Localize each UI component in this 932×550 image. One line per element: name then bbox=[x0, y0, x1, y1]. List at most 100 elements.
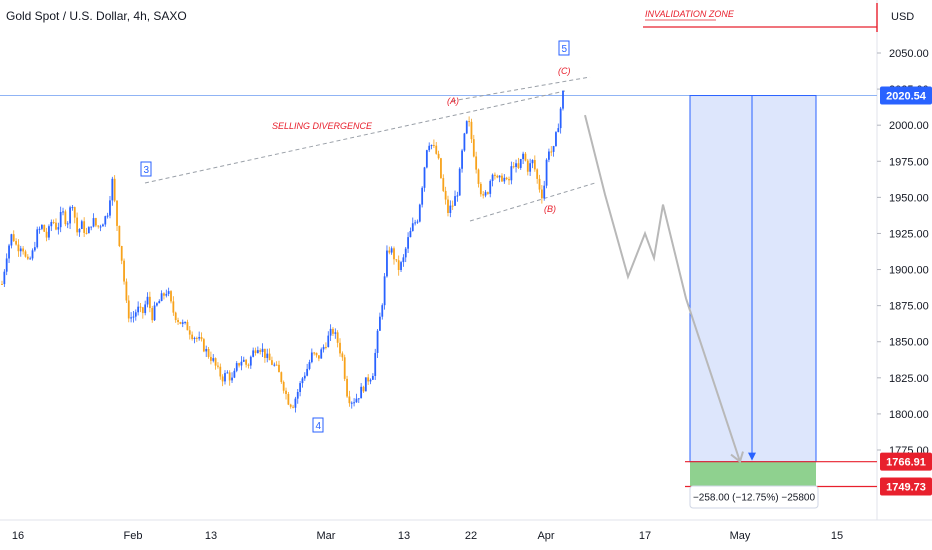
time-tick-label: Apr bbox=[537, 530, 554, 542]
candle-body bbox=[357, 398, 360, 400]
candle-body bbox=[259, 350, 262, 352]
candle-body bbox=[29, 258, 32, 260]
candle-body bbox=[517, 163, 520, 168]
wave-3-box bbox=[140, 161, 152, 177]
wave-4-label: 4 bbox=[316, 421, 322, 432]
candle-body bbox=[482, 194, 485, 196]
candle-body bbox=[423, 167, 426, 188]
candle-body bbox=[346, 378, 348, 397]
candle-body bbox=[461, 150, 463, 169]
candle-body bbox=[249, 356, 252, 366]
candle-body bbox=[548, 151, 550, 160]
candle-body bbox=[15, 241, 17, 245]
candle-body bbox=[57, 227, 60, 230]
candle-body bbox=[231, 377, 233, 381]
candle-body bbox=[348, 396, 351, 404]
price-axis[interactable]: 2050.002025.002000.001975.001950.001925.… bbox=[877, 48, 929, 457]
candle-body bbox=[486, 192, 489, 194]
candle-body bbox=[334, 332, 337, 334]
candle-body bbox=[519, 159, 522, 168]
candle-body bbox=[425, 150, 428, 168]
channel-upper-line[interactable] bbox=[451, 76, 591, 102]
target-2-price-tag: 1749.73 bbox=[880, 477, 932, 496]
candle-body bbox=[137, 306, 140, 313]
candle-body bbox=[22, 248, 25, 252]
candle-body bbox=[90, 226, 93, 228]
candle-body bbox=[97, 225, 100, 227]
candle-body bbox=[94, 218, 97, 226]
candle-body bbox=[379, 316, 381, 331]
candle-body bbox=[252, 350, 255, 357]
candle-body bbox=[409, 230, 412, 238]
candle-body bbox=[524, 153, 527, 161]
time-tick-label: May bbox=[730, 530, 751, 542]
candle-body bbox=[428, 145, 431, 151]
candle-body bbox=[332, 328, 334, 334]
candle-body bbox=[271, 360, 273, 365]
candle-body bbox=[125, 281, 128, 301]
candle-body bbox=[167, 291, 170, 294]
candle-body bbox=[3, 271, 6, 285]
candle-body bbox=[376, 330, 379, 353]
candle-body bbox=[418, 204, 421, 222]
candle-body bbox=[287, 393, 290, 405]
candle-body bbox=[531, 160, 534, 164]
candle-body bbox=[217, 365, 219, 367]
candle-body bbox=[350, 402, 353, 404]
candle-body bbox=[181, 322, 184, 324]
candle-body bbox=[45, 231, 48, 238]
candle-body bbox=[64, 211, 67, 225]
channel-lower-line[interactable] bbox=[469, 182, 596, 222]
candle-body bbox=[256, 350, 259, 354]
price-tick-label: 1925.00 bbox=[889, 228, 929, 240]
candle-body bbox=[310, 352, 313, 363]
candle-body bbox=[247, 364, 250, 366]
candle-body bbox=[113, 178, 116, 201]
candle-body bbox=[207, 349, 210, 357]
candle-body bbox=[320, 349, 323, 359]
candle-body bbox=[245, 359, 248, 365]
candle-body bbox=[210, 356, 212, 361]
candle-body bbox=[447, 199, 449, 213]
candle-body bbox=[353, 402, 355, 404]
target-zone-box[interactable] bbox=[690, 461, 816, 487]
candle-body bbox=[71, 207, 74, 209]
candle-body bbox=[388, 250, 391, 253]
wave-b-label: (B) bbox=[544, 204, 556, 214]
projection-path[interactable] bbox=[584, 114, 741, 462]
candle-body bbox=[38, 228, 41, 230]
candle-body bbox=[41, 224, 43, 229]
candle-body bbox=[456, 195, 459, 197]
candle-body bbox=[242, 359, 245, 362]
candle-body bbox=[111, 178, 114, 201]
candlestick-series[interactable] bbox=[1, 90, 564, 413]
price-tick-label: 1900.00 bbox=[889, 265, 929, 277]
candle-body bbox=[289, 404, 292, 407]
time-tick-label: 13 bbox=[205, 530, 217, 542]
candle-body bbox=[235, 363, 238, 371]
candle-body bbox=[153, 305, 156, 321]
candle-body bbox=[315, 352, 318, 356]
candle-body bbox=[411, 223, 414, 231]
candle-body bbox=[275, 364, 278, 366]
candle-body bbox=[449, 205, 452, 213]
candle-body bbox=[238, 363, 240, 366]
candle-body bbox=[268, 353, 271, 361]
candle-body bbox=[313, 352, 316, 354]
candle-body bbox=[317, 355, 320, 359]
candle-body bbox=[470, 121, 473, 140]
candle-body bbox=[400, 262, 402, 270]
candle-body bbox=[374, 352, 377, 376]
selling-divergence-label: SELLING DIVERGENCE bbox=[272, 121, 373, 131]
measure-box[interactable] bbox=[689, 95, 817, 463]
candle-body bbox=[550, 151, 553, 153]
candle-body bbox=[33, 247, 36, 251]
candle-body bbox=[165, 293, 168, 296]
candle-body bbox=[557, 128, 560, 133]
candle-body bbox=[383, 276, 386, 306]
candle-body bbox=[261, 348, 264, 352]
divergence-trendline[interactable] bbox=[144, 90, 566, 184]
time-axis[interactable]: 16 Feb 13 Mar 13 22 Apr 17 May 15 bbox=[12, 530, 843, 542]
candle-body bbox=[134, 312, 137, 317]
